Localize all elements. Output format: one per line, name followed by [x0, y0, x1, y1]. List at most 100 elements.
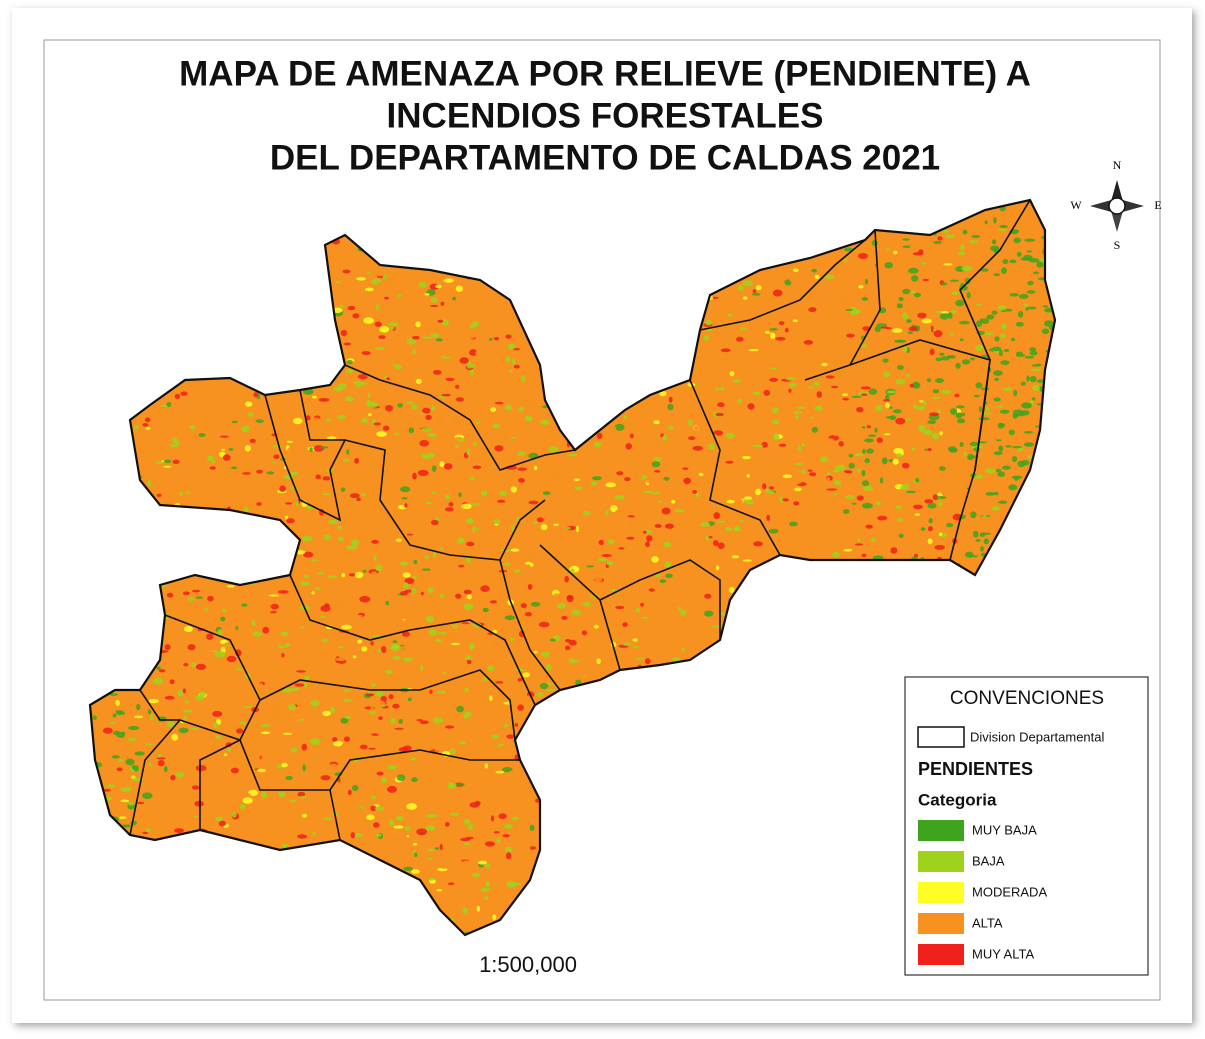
raster-cell	[291, 834, 297, 837]
raster-cell	[768, 491, 774, 494]
raster-cell	[394, 433, 400, 435]
raster-cell	[346, 800, 355, 807]
raster-cell	[928, 448, 931, 452]
raster-cell	[622, 622, 627, 627]
raster-cell	[941, 389, 951, 394]
raster-cell	[548, 446, 558, 453]
raster-cell	[312, 396, 317, 399]
raster-cell	[242, 472, 251, 475]
raster-cell	[839, 441, 844, 446]
raster-cell	[439, 547, 443, 550]
raster-cell	[992, 239, 996, 244]
raster-cell	[385, 364, 391, 367]
raster-cell	[940, 313, 949, 319]
raster-cell	[137, 802, 144, 804]
raster-cell	[543, 675, 549, 679]
raster-cell	[183, 663, 188, 666]
raster-cell	[749, 349, 759, 351]
raster-cell	[537, 438, 541, 441]
raster-cell	[432, 405, 436, 412]
raster-cell	[321, 639, 329, 642]
raster-cell	[312, 418, 320, 422]
raster-cell	[339, 305, 346, 307]
raster-cell	[431, 297, 438, 303]
raster-cell	[665, 524, 674, 529]
raster-cell	[688, 436, 695, 440]
raster-cell	[718, 543, 725, 550]
raster-cell	[897, 303, 903, 308]
raster-cell	[376, 271, 385, 276]
raster-cell	[726, 500, 735, 504]
raster-cell	[445, 507, 454, 511]
raster-cell	[1008, 484, 1017, 490]
raster-cell	[180, 423, 185, 427]
raster-cell	[960, 442, 964, 447]
raster-cell	[752, 293, 761, 296]
raster-cell	[606, 561, 613, 565]
raster-cell	[361, 673, 369, 677]
raster-cell	[975, 475, 983, 479]
raster-cell	[506, 852, 511, 859]
raster-cell	[341, 625, 352, 630]
raster-cell	[634, 473, 643, 479]
raster-cell	[923, 400, 927, 405]
raster-cell	[876, 501, 881, 506]
raster-cell	[852, 503, 857, 505]
raster-cell	[383, 561, 389, 565]
raster-cell	[379, 383, 383, 386]
raster-cell	[674, 509, 685, 512]
raster-cell	[185, 488, 189, 490]
raster-cell	[582, 525, 586, 529]
raster-cell	[927, 378, 932, 382]
raster-cell	[906, 491, 916, 494]
raster-cell	[361, 493, 367, 496]
raster-cell	[421, 428, 432, 432]
raster-cell	[339, 646, 344, 648]
raster-cell	[1036, 261, 1043, 268]
raster-cell	[403, 867, 413, 871]
raster-cell	[588, 646, 595, 653]
raster-cell	[215, 651, 226, 657]
raster-cell	[357, 382, 368, 385]
raster-cell	[664, 562, 671, 568]
raster-cell	[269, 594, 280, 596]
raster-cell	[366, 693, 374, 696]
raster-cell	[103, 728, 113, 734]
raster-cell	[452, 422, 461, 429]
raster-cell	[897, 340, 906, 343]
raster-cell	[518, 407, 524, 412]
raster-cell	[730, 371, 735, 376]
raster-cell	[900, 485, 909, 490]
raster-cell	[865, 279, 868, 285]
raster-cell	[518, 478, 525, 483]
raster-cell	[361, 418, 368, 423]
raster-cell	[473, 442, 478, 446]
raster-cell	[992, 311, 998, 315]
raster-cell	[858, 253, 868, 259]
raster-cell	[667, 404, 673, 411]
raster-cell	[415, 549, 422, 551]
raster-cell	[814, 383, 820, 386]
raster-cell	[742, 329, 747, 333]
raster-cell	[556, 611, 563, 614]
raster-cell	[417, 613, 427, 619]
raster-cell	[192, 785, 200, 789]
raster-cell	[601, 554, 612, 557]
raster-cell	[256, 502, 261, 506]
raster-cell	[934, 545, 945, 550]
raster-cell	[646, 479, 656, 485]
raster-cell	[271, 604, 279, 610]
raster-cell	[145, 418, 150, 423]
raster-cell	[696, 580, 703, 583]
raster-cell	[445, 735, 451, 738]
raster-cell	[308, 469, 318, 476]
raster-cell	[503, 834, 510, 837]
raster-cell	[420, 331, 425, 336]
raster-cell	[426, 825, 435, 831]
raster-cell	[883, 399, 890, 401]
raster-cell	[651, 556, 659, 563]
raster-cell	[896, 518, 903, 521]
raster-cell	[910, 291, 915, 294]
raster-cell	[747, 474, 750, 478]
raster-cell	[928, 538, 933, 544]
